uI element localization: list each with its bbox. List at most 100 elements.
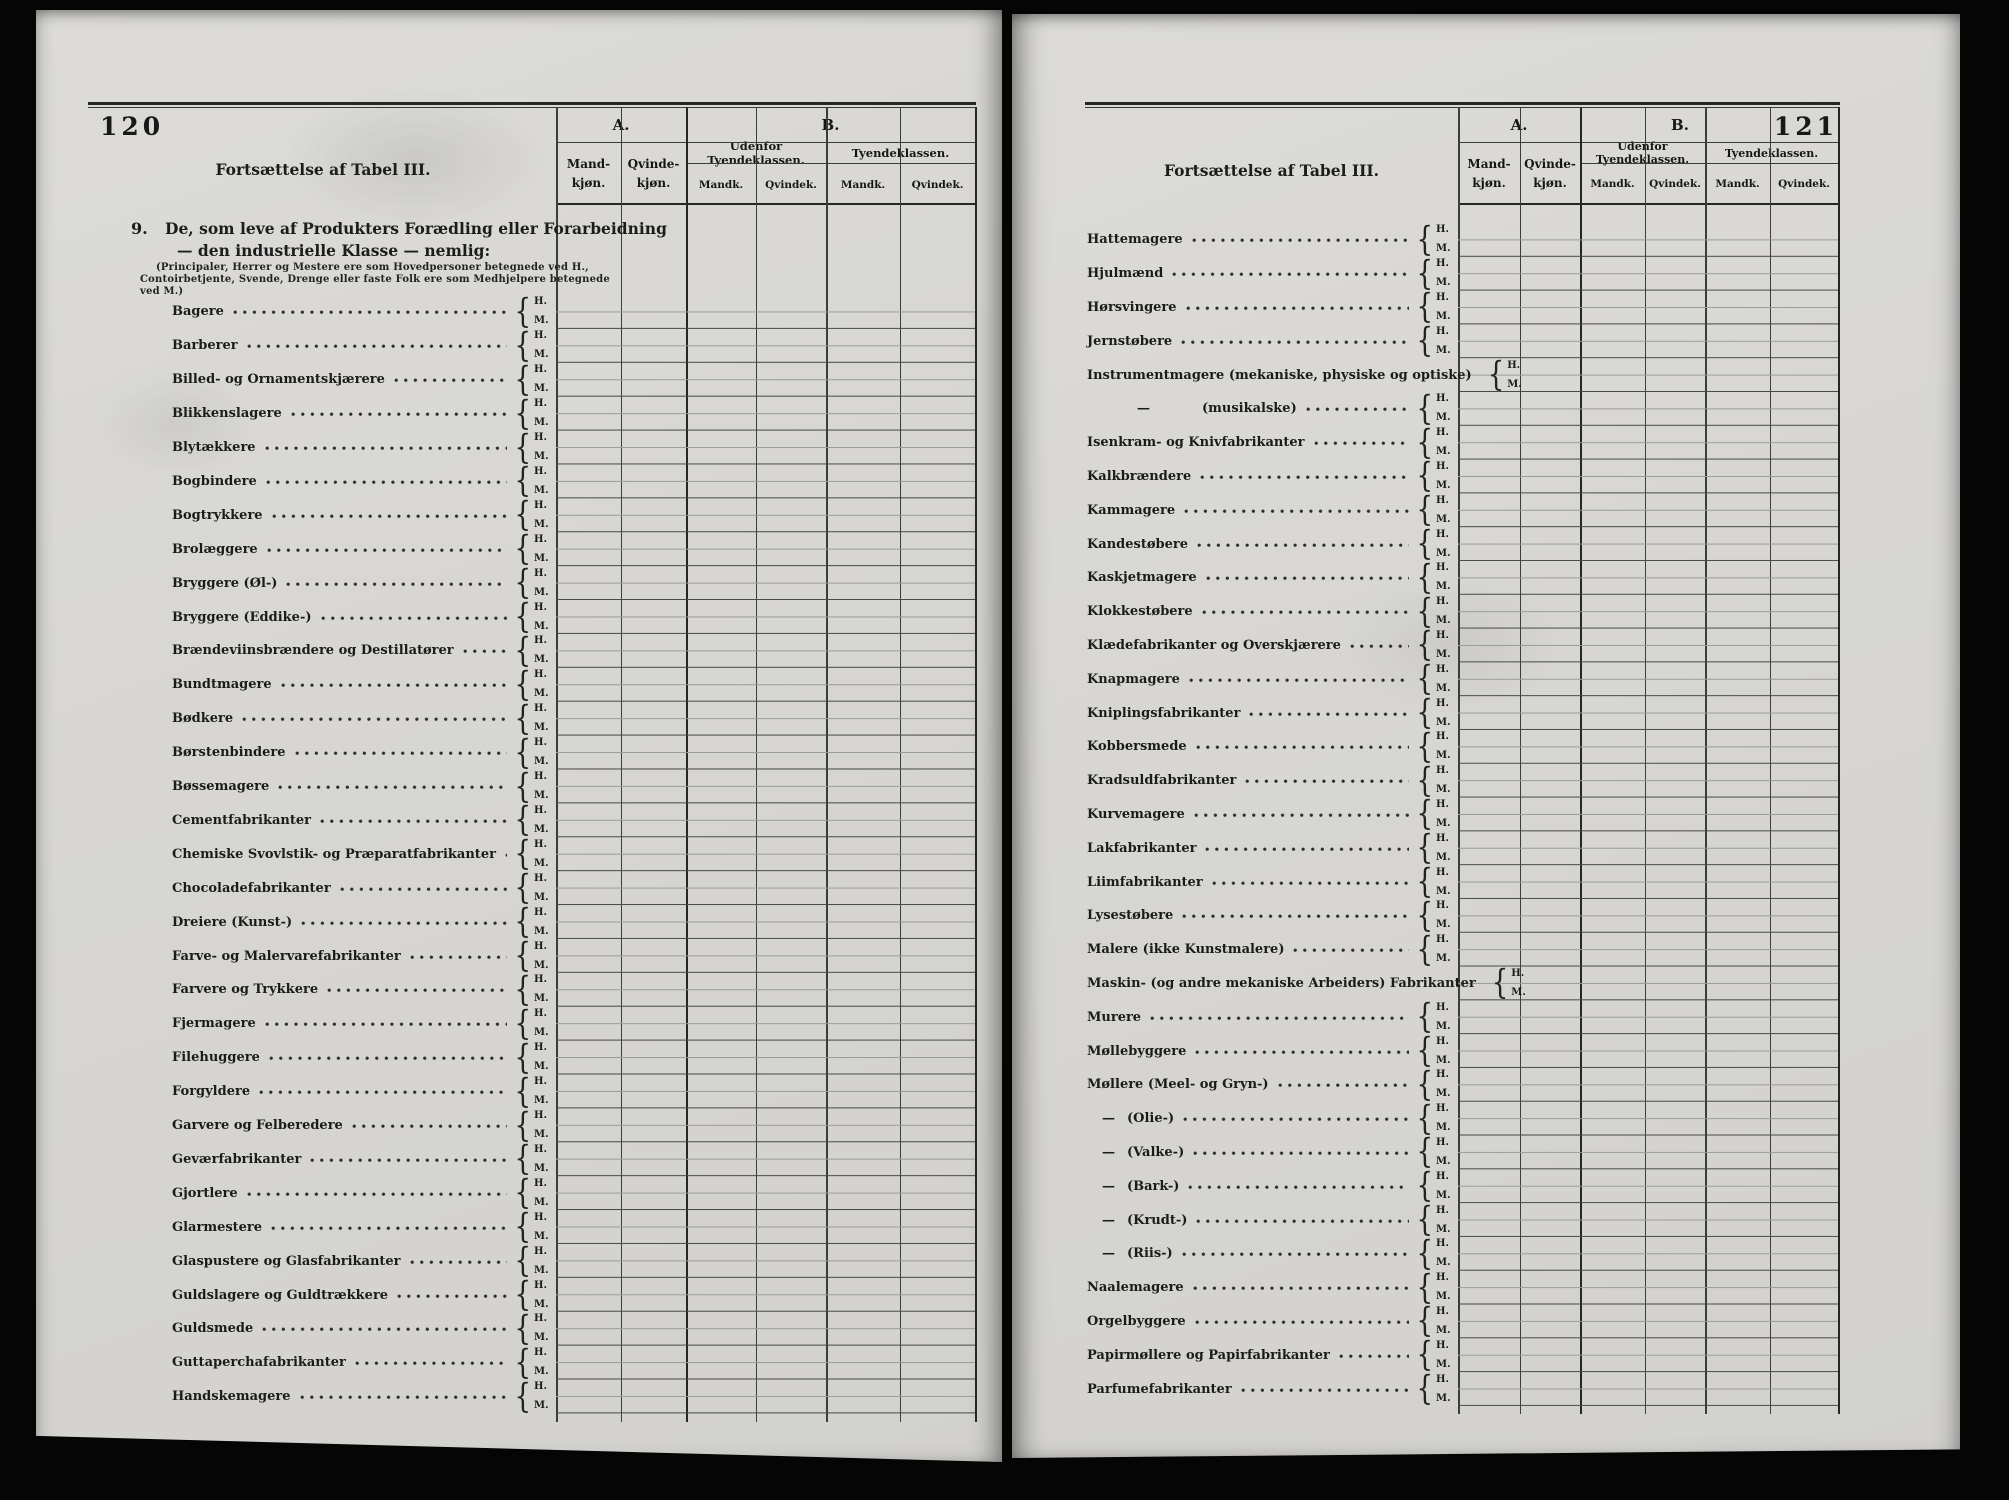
- table-row: Blytækkere { H. M.: [172, 431, 556, 465]
- table-row: Fjermagere { H. M.: [172, 1007, 556, 1041]
- marker-m: M.: [1436, 615, 1451, 627]
- row-brace: {: [1487, 355, 1505, 395]
- dot-leader: [354, 1360, 508, 1368]
- grid-line-horizontal: [686, 163, 975, 164]
- marker-m: M.: [1436, 1392, 1451, 1404]
- marker-m: M.: [534, 349, 549, 361]
- marker-h: H.: [1436, 934, 1449, 946]
- marker-m: M.: [534, 823, 549, 835]
- table-row: Bødkere { H. M.: [172, 702, 556, 736]
- row-brace: {: [514, 834, 531, 874]
- hm-markers: H. M.: [534, 466, 556, 496]
- table-row: Kandestøbere { H. M.: [1087, 527, 1458, 561]
- row-brace: {: [514, 394, 531, 434]
- marker-m: M.: [1436, 716, 1451, 728]
- marker-h: H.: [1436, 1272, 1449, 1284]
- dot-leader: [1172, 271, 1410, 279]
- marker-h: H.: [1436, 1069, 1449, 1081]
- dot-leader: [1200, 473, 1410, 481]
- table-row: Brolæggere { H. M.: [172, 532, 556, 566]
- column-qvindekjon-header: Qvinde- kjøn.: [1520, 147, 1580, 200]
- section-heading-line1: De, som leve af Produkters Forædling ell…: [165, 219, 667, 238]
- dot-leader: [1205, 845, 1410, 853]
- table-title: Fortsættelse af Tabel III.: [1163, 160, 1380, 180]
- dot-leader: [409, 1258, 508, 1266]
- hm-markers: H. M.: [1436, 1340, 1458, 1370]
- marker-h: H.: [534, 1008, 547, 1020]
- row-brace: {: [514, 733, 531, 773]
- occupation-label: Bøssemagere: [172, 779, 270, 795]
- hm-markers: H. M.: [1436, 1305, 1458, 1336]
- subcol-qvindek-1: Qvindek.: [765, 178, 817, 191]
- marker-m: M.: [1436, 682, 1451, 694]
- occupation-label: Forgyldere: [172, 1084, 251, 1100]
- table-row: Glaspustere og Glasfabrikanter { H. M.: [172, 1244, 556, 1278]
- dot-leader: [1192, 1285, 1410, 1293]
- occupation-label: Fjermagere: [172, 1016, 256, 1032]
- occupation-label: Isenkram- og Knivfabrikanter: [1087, 435, 1305, 451]
- page-number: 121: [1773, 112, 1838, 141]
- marker-m: M.: [1436, 1122, 1451, 1134]
- marker-m: M.: [1436, 344, 1451, 356]
- row-brace: {: [1416, 930, 1433, 970]
- occupation-label: Guldsmede: [172, 1321, 254, 1337]
- hm-markers: H. M.: [1436, 1273, 1458, 1302]
- dot-leader: [320, 614, 508, 622]
- hm-markers: H. M.: [1436, 867, 1458, 897]
- marker-h: H.: [1436, 528, 1449, 540]
- row-brace: {: [1416, 862, 1433, 902]
- table-row: Brændeviinsbrændere og Destillatører { H…: [172, 634, 556, 668]
- occupation-label: Kaskjetmagere: [1087, 570, 1197, 586]
- dot-leader: [265, 478, 508, 486]
- marker-h: H.: [534, 635, 547, 647]
- row-brace: {: [1416, 287, 1433, 327]
- hm-markers: H. M.: [534, 568, 556, 598]
- row-brace: {: [1416, 592, 1433, 632]
- dot-leader: [327, 987, 508, 995]
- occupation-label: Kalkbrændere: [1087, 468, 1192, 484]
- row-brace: {: [514, 1377, 531, 1417]
- dot-leader: [1191, 237, 1410, 245]
- dot-leader: [259, 1089, 508, 1097]
- table-row: Kniplingsfabrikanter { H. M.: [1087, 696, 1458, 730]
- marker-h: H.: [534, 669, 547, 681]
- marker-h: H.: [1436, 1305, 1449, 1317]
- table-row: Farve- og Malervarefabrikanter { H. M.: [172, 939, 556, 973]
- row-brace: {: [514, 631, 531, 671]
- table-title: Fortsættelse af Tabel III.: [215, 159, 431, 179]
- hm-markers: H. M.: [1436, 428, 1458, 457]
- occupation-label: Bundtmagere: [172, 677, 272, 693]
- occupation-label: Geværfabrikanter: [172, 1151, 302, 1167]
- occupation-label: Brolæggere: [172, 541, 258, 557]
- table-row: — (Bark-) { H. M.: [1087, 1169, 1458, 1203]
- table-row: Kaskjetmagere { H. M.: [1087, 561, 1458, 595]
- dot-leader: [1183, 1116, 1410, 1124]
- page-number: 120: [100, 112, 165, 141]
- marker-m: M.: [1436, 1020, 1451, 1032]
- marker-h: H.: [534, 940, 547, 952]
- occupation-label: Børstenbindere: [172, 745, 286, 761]
- marker-h: H.: [534, 533, 547, 545]
- table-row: Bogbindere { H. M.: [172, 465, 556, 499]
- hm-markers: H. M.: [1436, 732, 1458, 761]
- table-row: Blikkenslagere { H. M.: [172, 397, 556, 431]
- occupation-label: Kammagere: [1087, 502, 1176, 518]
- marker-m: M.: [534, 586, 549, 598]
- dot-leader: [278, 784, 508, 792]
- dot-leader: [409, 953, 508, 961]
- row-brace: {: [1416, 693, 1433, 733]
- table-row: Bøssemagere { H. M.: [172, 770, 556, 804]
- occupation-label: Parfumefabrikanter: [1087, 1381, 1232, 1397]
- table-row: Dreiere (Kunst-) { H. M.: [172, 905, 556, 939]
- mandkjon-line1: Mand-: [1467, 156, 1511, 171]
- occupation-label: Blytækkere: [172, 440, 256, 456]
- marker-m: M.: [1436, 1189, 1451, 1201]
- dot-leader: [462, 648, 508, 656]
- marker-m: M.: [1436, 581, 1451, 593]
- marker-m: M.: [534, 993, 549, 1005]
- table-row: — (Riis-) { H. M.: [1087, 1237, 1458, 1271]
- table-row: Jernstøbere { H. M.: [1087, 324, 1458, 358]
- row-brace: {: [514, 767, 531, 807]
- dot-leader: [504, 851, 508, 859]
- table-row: Glarmestere { H. M.: [172, 1210, 556, 1244]
